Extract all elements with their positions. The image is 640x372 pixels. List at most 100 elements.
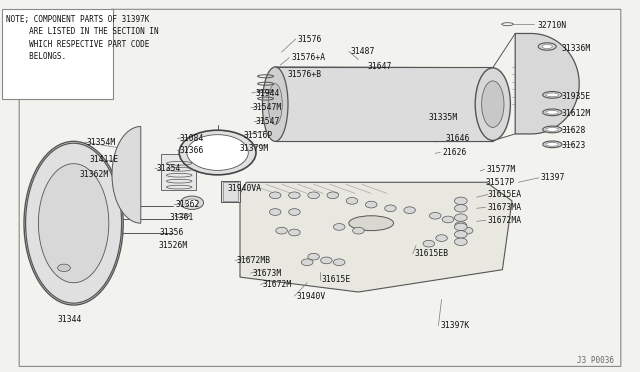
Ellipse shape [546,93,559,97]
Circle shape [289,229,300,236]
Text: 31577M: 31577M [486,165,516,174]
Circle shape [353,227,364,234]
Text: 31547M: 31547M [253,103,282,112]
Text: 31354: 31354 [157,164,181,173]
Circle shape [455,222,467,228]
Circle shape [321,257,332,264]
Text: J3 P0036: J3 P0036 [577,356,614,365]
Text: 31940V: 31940V [296,292,326,301]
Ellipse shape [481,81,504,127]
Text: 31623: 31623 [562,141,586,150]
Circle shape [308,253,319,260]
Text: 31628: 31628 [562,126,586,135]
Circle shape [429,212,441,219]
Circle shape [454,231,467,238]
Text: 31411E: 31411E [90,155,119,164]
FancyBboxPatch shape [2,9,113,99]
Text: 31335M: 31335M [429,113,458,122]
Circle shape [186,199,198,206]
Text: NOTE; COMPONENT PARTS OF 31397K
     ARE LISTED IN THE SECTION IN
     WHICH RES: NOTE; COMPONENT PARTS OF 31397K ARE LIST… [6,15,159,61]
Text: 31356: 31356 [160,228,184,237]
Text: 31672M: 31672M [262,280,292,289]
Text: 21626: 21626 [442,148,467,157]
Text: 31615EA: 31615EA [488,190,522,199]
Polygon shape [240,182,512,292]
Polygon shape [515,33,579,134]
Text: 31361: 31361 [170,213,194,222]
Text: 31935E: 31935E [562,92,591,101]
Text: 31354M: 31354M [86,138,116,147]
Text: 31517P: 31517P [485,178,515,187]
Circle shape [454,223,467,231]
Text: 31526M: 31526M [159,241,188,250]
Ellipse shape [349,216,394,231]
Bar [221,181,240,202]
Text: 31362M: 31362M [80,170,109,179]
Text: 31397K: 31397K [440,321,470,330]
Circle shape [276,227,287,234]
Text: 31362: 31362 [176,200,200,209]
Text: 31516P: 31516P [243,131,273,140]
Circle shape [436,235,447,241]
Text: 31576: 31576 [298,35,322,44]
Text: 31647: 31647 [368,62,392,71]
Ellipse shape [542,44,552,49]
Text: 31944: 31944 [256,89,280,97]
Circle shape [454,214,467,221]
Text: 31615EB: 31615EB [415,249,449,258]
Circle shape [454,238,467,246]
Circle shape [180,196,204,209]
Text: 31336M: 31336M [562,44,591,53]
Text: 31646: 31646 [445,134,470,143]
Circle shape [365,201,377,208]
Ellipse shape [24,141,124,305]
Text: 31673MA: 31673MA [488,203,522,212]
Text: 31547: 31547 [256,117,280,126]
Text: 31487: 31487 [351,47,375,56]
Ellipse shape [543,92,562,98]
Ellipse shape [538,43,556,50]
Ellipse shape [543,109,562,116]
Polygon shape [275,67,493,141]
Polygon shape [26,143,122,303]
Circle shape [333,224,345,230]
Circle shape [442,216,454,223]
Polygon shape [38,164,109,283]
Ellipse shape [262,67,288,141]
Ellipse shape [546,142,559,146]
Circle shape [308,192,319,199]
Text: 31084: 31084 [179,134,204,143]
Ellipse shape [543,141,562,148]
Circle shape [454,197,467,205]
Circle shape [404,207,415,214]
Text: 31366: 31366 [179,146,204,155]
Circle shape [454,205,467,212]
Circle shape [179,130,256,175]
Text: 31576+B: 31576+B [288,70,322,79]
Circle shape [423,240,435,247]
Polygon shape [112,126,141,223]
Ellipse shape [475,68,511,141]
Circle shape [289,209,300,215]
Ellipse shape [546,128,559,131]
Bar [223,182,238,201]
Text: 31940VA: 31940VA [228,185,262,193]
Circle shape [327,192,339,199]
Text: 31672MB: 31672MB [237,256,271,265]
Circle shape [187,135,248,170]
Circle shape [333,259,345,266]
Text: 31612M: 31612M [562,109,591,118]
Circle shape [58,264,70,272]
Circle shape [269,209,281,215]
Text: 31397: 31397 [541,173,565,182]
Circle shape [269,192,281,199]
Text: 31672MA: 31672MA [488,216,522,225]
Bar [161,154,196,190]
Ellipse shape [543,126,562,133]
Text: 31379M: 31379M [240,144,269,153]
Text: 32710N: 32710N [538,21,567,30]
Circle shape [346,198,358,204]
Circle shape [301,259,313,266]
Text: 31576+A: 31576+A [291,53,325,62]
Text: 31615E: 31615E [322,275,351,284]
